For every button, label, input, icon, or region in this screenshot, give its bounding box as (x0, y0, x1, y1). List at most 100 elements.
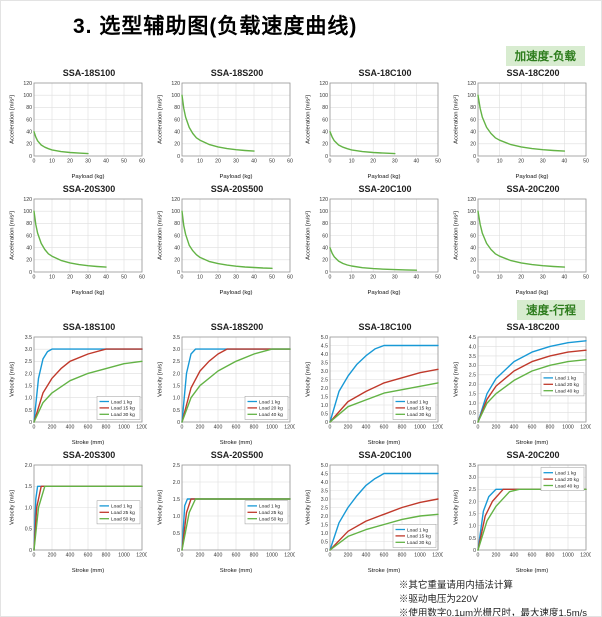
chart-canvas: 0 200 400 600 800 1000 1200 0 0.5 1.0 1.5 2.0 2.5 3.0… (306, 335, 444, 446)
svg-text:1000: 1000 (266, 553, 278, 559)
svg-text:1.5: 1.5 (321, 394, 328, 400)
svg-text:1000: 1000 (414, 553, 426, 559)
gridlines (33, 82, 143, 157)
chart-ssa-18s200-accel: SSA-18S200 0 10 20 30 40 50 60 0 20 40 60 80 100 120 Pa… (155, 68, 303, 180)
svg-text:20: 20 (215, 159, 221, 165)
svg-text:120: 120 (467, 197, 476, 203)
plot-frame (329, 464, 439, 551)
gridlines (181, 82, 291, 157)
svg-text:30: 30 (540, 159, 546, 165)
series-line-load-40-kg (181, 348, 291, 423)
legend-label: Load 1 kg (555, 376, 576, 382)
svg-text:0: 0 (477, 425, 480, 431)
legend-label: Load 15 kg (111, 406, 135, 412)
svg-text:0.5: 0.5 (321, 411, 328, 417)
svg-text:0: 0 (329, 553, 332, 559)
svg-text:2.5: 2.5 (469, 487, 476, 493)
svg-text:1200: 1200 (284, 553, 295, 559)
series-line-load-15-kg (33, 348, 143, 423)
svg-text:1.0: 1.0 (25, 396, 32, 402)
svg-text:1000: 1000 (118, 425, 130, 431)
plot-frame (33, 336, 143, 423)
svg-text:30: 30 (233, 275, 239, 281)
svg-text:100: 100 (171, 93, 180, 99)
series-line-load-1-kg (329, 344, 439, 423)
svg-text:120: 120 (23, 197, 32, 203)
series-line-load-50-kg (181, 498, 291, 551)
plot-frame (477, 336, 587, 423)
svg-text:20: 20 (518, 159, 524, 165)
series-line-load-1-kg (329, 472, 439, 551)
y-axis-label: Acceleration [m/s²] (10, 95, 16, 144)
svg-text:200: 200 (48, 425, 57, 431)
svg-text:40: 40 (26, 130, 32, 136)
svg-text:600: 600 (84, 553, 93, 559)
y-axis-label: Velocity [m/s] (454, 362, 460, 397)
legend-label: Load 20 kg (555, 477, 579, 483)
svg-text:40: 40 (322, 246, 328, 252)
svg-text:80: 80 (322, 105, 328, 111)
svg-text:3.0: 3.0 (321, 497, 328, 503)
y-tick-labels: 0 20 40 60 80 100 120 (171, 81, 180, 160)
x-axis-label: Payload (kg) (367, 174, 400, 180)
svg-text:20: 20 (470, 142, 476, 148)
x-tick-labels: 0 200 400 600 800 1000 1200 (181, 425, 295, 431)
legend-label: Load 40 kg (555, 483, 579, 489)
svg-text:0: 0 (33, 159, 36, 165)
plot-frame (181, 336, 291, 423)
x-axis-label: Payload (kg) (515, 290, 548, 296)
svg-text:100: 100 (23, 93, 32, 99)
svg-text:0.5: 0.5 (25, 527, 32, 533)
y-tick-labels: 0 0.5 1.0 1.5 2.0 2.5 3.0 3.5 (173, 335, 180, 426)
svg-text:0: 0 (177, 270, 180, 276)
svg-text:50: 50 (121, 275, 127, 281)
svg-text:0: 0 (177, 420, 180, 426)
svg-text:2.5: 2.5 (25, 359, 32, 365)
svg-text:30: 30 (392, 275, 398, 281)
svg-text:120: 120 (171, 81, 180, 87)
svg-text:1000: 1000 (266, 425, 278, 431)
chart-canvas: 0 200 400 600 800 1000 1200 0 0.5 1.0 1.5 2.0 2.5 3.0… (454, 335, 592, 446)
svg-text:0.5: 0.5 (469, 410, 476, 416)
legend-label: Load 1 kg (111, 399, 132, 405)
series-line-load-20-kg (477, 349, 587, 423)
svg-text:600: 600 (84, 425, 93, 431)
svg-text:30: 30 (392, 159, 398, 165)
svg-text:1.0: 1.0 (469, 524, 476, 530)
svg-text:400: 400 (214, 553, 223, 559)
y-axis-label: Velocity [m/s] (454, 490, 460, 525)
svg-text:10: 10 (49, 275, 55, 281)
svg-text:30: 30 (85, 275, 91, 281)
svg-text:0: 0 (325, 154, 328, 160)
svg-text:10: 10 (49, 159, 55, 165)
chart-title: SSA-18C100 (358, 68, 412, 78)
svg-text:0: 0 (177, 154, 180, 160)
svg-text:0: 0 (473, 270, 476, 276)
svg-text:0: 0 (181, 275, 184, 281)
svg-text:20: 20 (518, 275, 524, 281)
x-axis-label: Payload (kg) (219, 290, 252, 296)
chart-ssa-18c200-vel: SSA-18C200 0 200 400 600 800 1000 1200 0 0.5 1.0 1.… (451, 322, 599, 446)
y-tick-labels: 0 0.5 1.0 1.5 2.0 2.5 3.0 3.5 (469, 463, 476, 554)
svg-text:80: 80 (174, 105, 180, 111)
svg-text:200: 200 (196, 553, 205, 559)
svg-text:20: 20 (322, 258, 328, 264)
svg-text:50: 50 (583, 159, 589, 165)
chart-title: SSA-20S300 (62, 450, 116, 460)
svg-text:20: 20 (67, 275, 73, 281)
x-tick-labels: 0 200 400 600 800 1000 1200 (477, 553, 591, 559)
x-tick-labels: 0 200 400 600 800 1000 1200 (33, 425, 147, 431)
svg-text:0: 0 (473, 420, 476, 426)
y-axis-label: Velocity [m/s] (10, 362, 16, 397)
plot-frame (33, 198, 143, 273)
x-tick-labels: 0 200 400 600 800 1000 1200 (181, 553, 295, 559)
svg-text:120: 120 (467, 81, 476, 87)
svg-text:50: 50 (583, 275, 589, 281)
svg-text:0: 0 (473, 548, 476, 554)
svg-text:40: 40 (470, 130, 476, 136)
legend-label: Load 1 kg (259, 399, 280, 405)
y-tick-labels: 0 20 40 60 80 100 120 (319, 81, 328, 160)
chart-ssa-20s300-vel: SSA-20S300 0 200 400 600 800 1000 1200 0 0.5 1.0 1.… (7, 450, 155, 574)
